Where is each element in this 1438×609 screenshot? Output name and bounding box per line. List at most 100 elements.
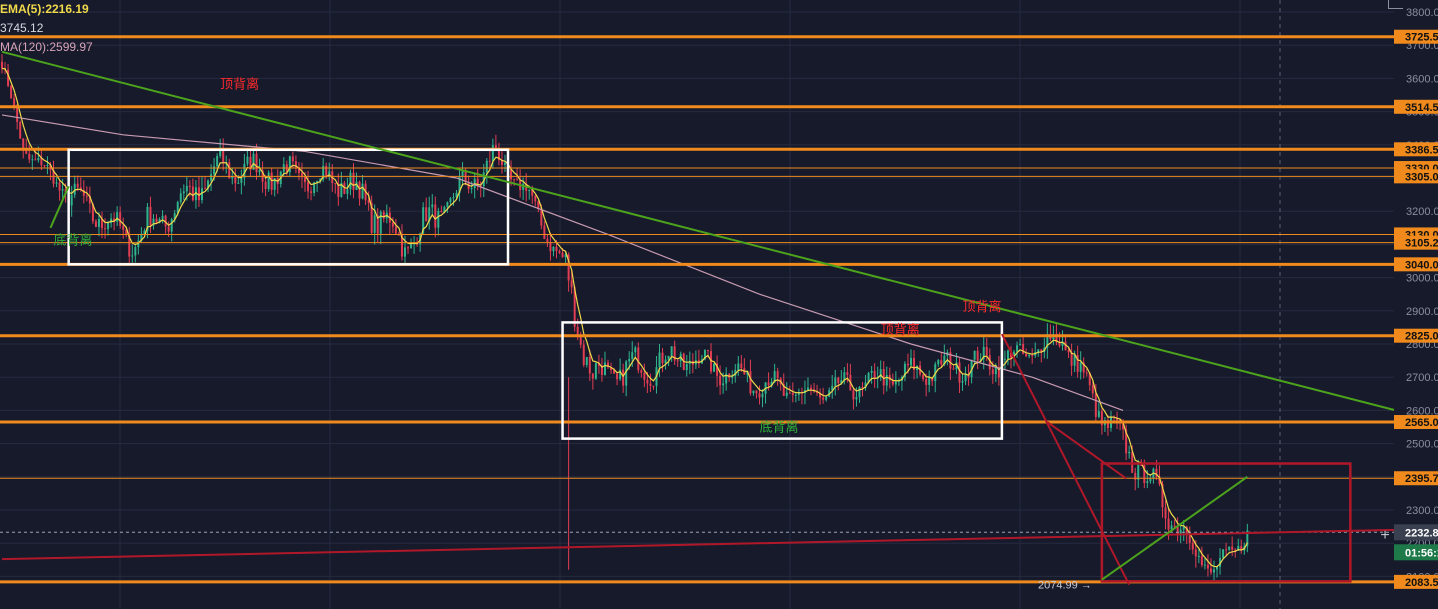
candle-body <box>573 287 576 327</box>
candle-body <box>243 163 246 178</box>
y-tick-label: 3200.00 <box>1406 206 1438 218</box>
candle-body <box>258 170 261 173</box>
candle-body <box>1022 344 1025 354</box>
candle-body <box>1031 354 1034 356</box>
price-tag <box>1394 99 1438 114</box>
candle-body <box>1203 564 1206 566</box>
candle-body <box>158 219 161 223</box>
candle-body <box>613 370 616 374</box>
price-tag <box>1394 257 1438 272</box>
candle-body <box>403 247 406 257</box>
candle-body <box>1100 411 1103 426</box>
y-tick-label: 3000.00 <box>1406 273 1438 285</box>
scale-toggle-icon[interactable] <box>1388 0 1403 9</box>
price-tag <box>1394 142 1438 157</box>
candle-body <box>273 178 276 190</box>
candle-body <box>128 234 131 257</box>
candle-body <box>685 364 688 371</box>
candle-body <box>407 247 410 249</box>
candle-body <box>1155 468 1158 477</box>
candle-body <box>628 358 631 362</box>
candle-body <box>758 393 761 398</box>
candle-body <box>879 369 882 378</box>
candle-body <box>58 182 61 191</box>
candle-body <box>719 375 722 386</box>
candle-body <box>1170 525 1173 530</box>
candle-body <box>300 173 303 178</box>
candle-body <box>440 210 443 213</box>
candle-body <box>7 69 10 86</box>
candle-body <box>600 365 603 375</box>
candle-body <box>82 189 85 196</box>
candle-body <box>819 393 822 398</box>
candle-body <box>119 212 122 226</box>
candle-body <box>985 346 988 356</box>
candle-body <box>394 226 397 234</box>
price-tag <box>1394 235 1438 250</box>
price-tag-label: 2395.70 <box>1405 473 1438 485</box>
candle-body <box>1216 566 1219 570</box>
candle-body <box>310 191 313 193</box>
candle-body <box>797 392 800 395</box>
candle-body <box>370 202 373 233</box>
candle-body <box>858 387 861 398</box>
candle-body <box>10 85 13 99</box>
candle-body <box>1079 362 1082 372</box>
candle-body <box>176 202 179 214</box>
candle-body <box>903 363 906 378</box>
candle-body <box>537 201 540 209</box>
low-price-marker: 2074.99 → <box>1038 580 1092 592</box>
candle-body <box>816 391 819 394</box>
candle-body <box>534 195 537 202</box>
candle-body <box>91 203 94 222</box>
candle-body <box>864 382 867 388</box>
candle-body <box>1091 385 1094 394</box>
candle-body <box>513 179 516 181</box>
candle-body <box>185 185 188 192</box>
range-boxes <box>67 148 1352 583</box>
candle-body <box>673 346 676 361</box>
price-tag-label: 3040.00 <box>1405 259 1438 271</box>
candle-body <box>346 189 349 194</box>
candle-body <box>194 187 197 201</box>
candle-body <box>1231 546 1234 550</box>
trendline <box>1 528 1396 561</box>
candle-body <box>925 378 928 385</box>
candle-body <box>234 175 237 184</box>
candle-body <box>1058 342 1061 346</box>
candle-body <box>458 175 461 193</box>
candle-body <box>664 359 667 364</box>
candle-body <box>376 215 379 234</box>
crosshair-plus-icon[interactable]: + <box>1380 527 1390 544</box>
candle-body <box>179 193 182 203</box>
candle-body <box>16 106 19 123</box>
candle-body <box>1206 564 1209 569</box>
candle-body <box>46 165 49 167</box>
candle-body <box>843 372 846 381</box>
candle-body <box>173 213 176 219</box>
candle-body <box>146 206 149 231</box>
candle-body <box>637 347 640 371</box>
candle-body <box>1003 358 1006 360</box>
candle-body <box>552 246 555 252</box>
candle-body <box>104 228 107 230</box>
candle-body <box>610 366 613 371</box>
candle-body <box>625 361 628 386</box>
candle-body <box>337 184 340 197</box>
candle-body <box>964 374 967 382</box>
candle-body <box>304 177 306 183</box>
candle-body <box>616 373 619 380</box>
candle-body <box>546 238 549 243</box>
candle-body <box>61 189 64 191</box>
candle-body <box>52 170 55 184</box>
candle-body <box>43 165 46 167</box>
candle-body <box>576 326 579 337</box>
candle-body <box>588 357 591 374</box>
consolidation-box <box>67 148 510 266</box>
candle-body <box>288 156 291 173</box>
price-tag-label: 3305.00 <box>1405 171 1438 183</box>
candle-body <box>479 185 482 187</box>
candle-body <box>1128 451 1131 454</box>
